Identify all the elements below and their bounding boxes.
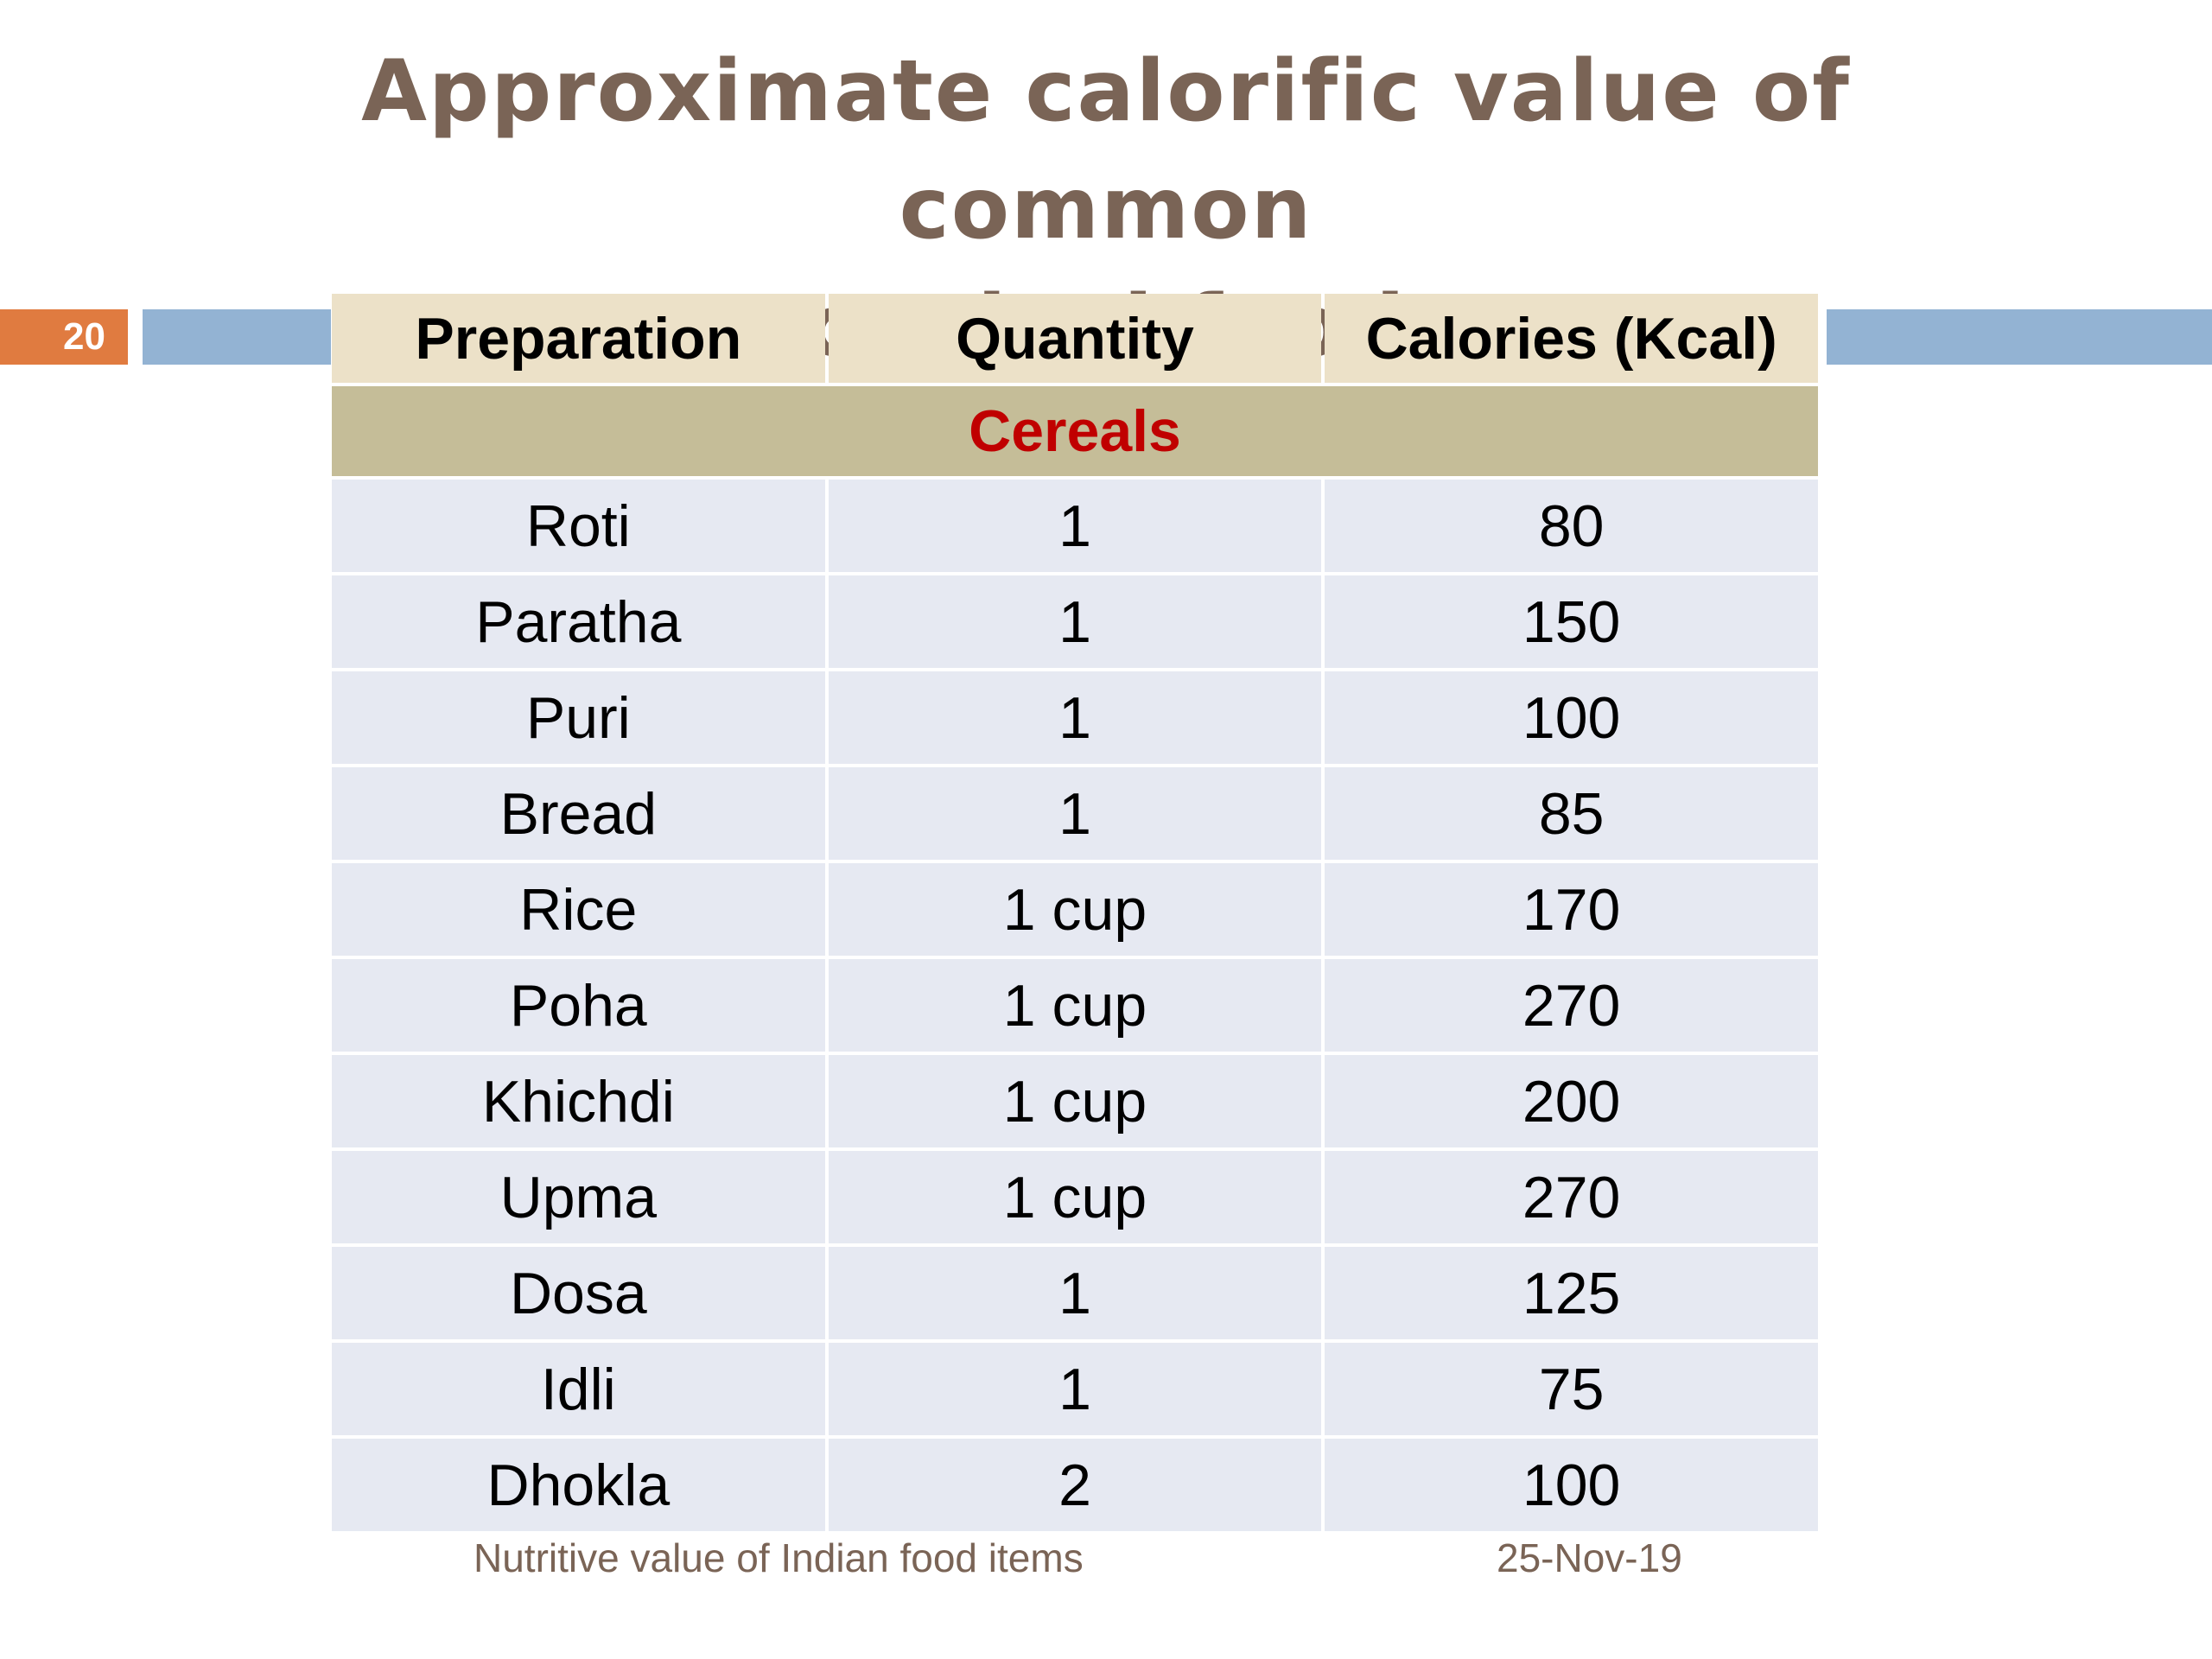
table-row: Khichdi 1 cup 200 (332, 1055, 1818, 1147)
cell-preparation: Bread (332, 767, 825, 860)
slide-number: 20 (63, 315, 105, 358)
table-row: Dosa 1 125 (332, 1247, 1818, 1339)
cell-preparation: Poha (332, 959, 825, 1052)
cell-calories: 270 (1325, 1151, 1818, 1243)
table-row: Poha 1 cup 270 (332, 959, 1818, 1052)
cell-calories: 150 (1325, 575, 1818, 668)
cell-calories: 75 (1325, 1343, 1818, 1435)
table-header-row: Preparation Quantity Calories (Kcal) (332, 294, 1818, 383)
cell-quantity: 1 (828, 480, 1322, 572)
cell-quantity: 1 (828, 1247, 1322, 1339)
cell-quantity: 1 cup (828, 863, 1322, 956)
cell-quantity: 1 cup (828, 959, 1322, 1052)
calorie-table: Preparation Quantity Calories (Kcal) Cer… (328, 290, 1821, 1535)
cell-preparation: Dosa (332, 1247, 825, 1339)
column-header-quantity: Quantity (828, 294, 1322, 383)
cell-quantity: 1 (828, 767, 1322, 860)
cell-preparation: Roti (332, 480, 825, 572)
cell-quantity: 1 (828, 1343, 1322, 1435)
cell-quantity: 1 (828, 575, 1322, 668)
cell-calories: 270 (1325, 959, 1818, 1052)
cell-preparation: Rice (332, 863, 825, 956)
footer-date: 25-Nov-19 (1497, 1535, 1682, 1580)
accent-bar-left (143, 309, 331, 365)
category-label: Cereals (332, 386, 1818, 476)
cell-calories: 100 (1325, 1439, 1818, 1531)
column-header-calories: Calories (Kcal) (1325, 294, 1818, 383)
table-row: Upma 1 cup 270 (332, 1151, 1818, 1243)
category-row: Cereals (332, 386, 1818, 476)
table-row: Idli 1 75 (332, 1343, 1818, 1435)
cell-preparation: Khichdi (332, 1055, 825, 1147)
cell-quantity: 1 (828, 671, 1322, 764)
cell-preparation: Upma (332, 1151, 825, 1243)
cell-calories: 170 (1325, 863, 1818, 956)
table-row: Puri 1 100 (332, 671, 1818, 764)
accent-bar-right (1827, 309, 2212, 365)
cell-quantity: 2 (828, 1439, 1322, 1531)
cell-quantity: 1 cup (828, 1151, 1322, 1243)
cell-calories: 125 (1325, 1247, 1818, 1339)
table-row: Bread 1 85 (332, 767, 1818, 860)
table-row: Rice 1 cup 170 (332, 863, 1818, 956)
slide-number-badge: 20 (0, 309, 128, 365)
cell-preparation: Paratha (332, 575, 825, 668)
slide-title-line-1: Approximate calorific value of common (361, 42, 1851, 258)
cell-calories: 100 (1325, 671, 1818, 764)
table-row: Paratha 1 150 (332, 575, 1818, 668)
cell-preparation: Idli (332, 1343, 825, 1435)
cell-calories: 200 (1325, 1055, 1818, 1147)
cell-calories: 85 (1325, 767, 1818, 860)
cell-calories: 80 (1325, 480, 1818, 572)
footer-text: Nutritive value of Indian food items (474, 1535, 1084, 1580)
table-row: Roti 1 80 (332, 480, 1818, 572)
cell-preparation: Puri (332, 671, 825, 764)
column-header-preparation: Preparation (332, 294, 825, 383)
cell-quantity: 1 cup (828, 1055, 1322, 1147)
cell-preparation: Dhokla (332, 1439, 825, 1531)
table-row: Dhokla 2 100 (332, 1439, 1818, 1531)
